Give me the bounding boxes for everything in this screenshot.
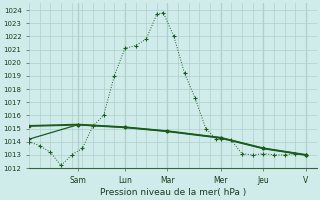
- X-axis label: Pression niveau de la mer( hPa ): Pression niveau de la mer( hPa ): [100, 188, 246, 197]
